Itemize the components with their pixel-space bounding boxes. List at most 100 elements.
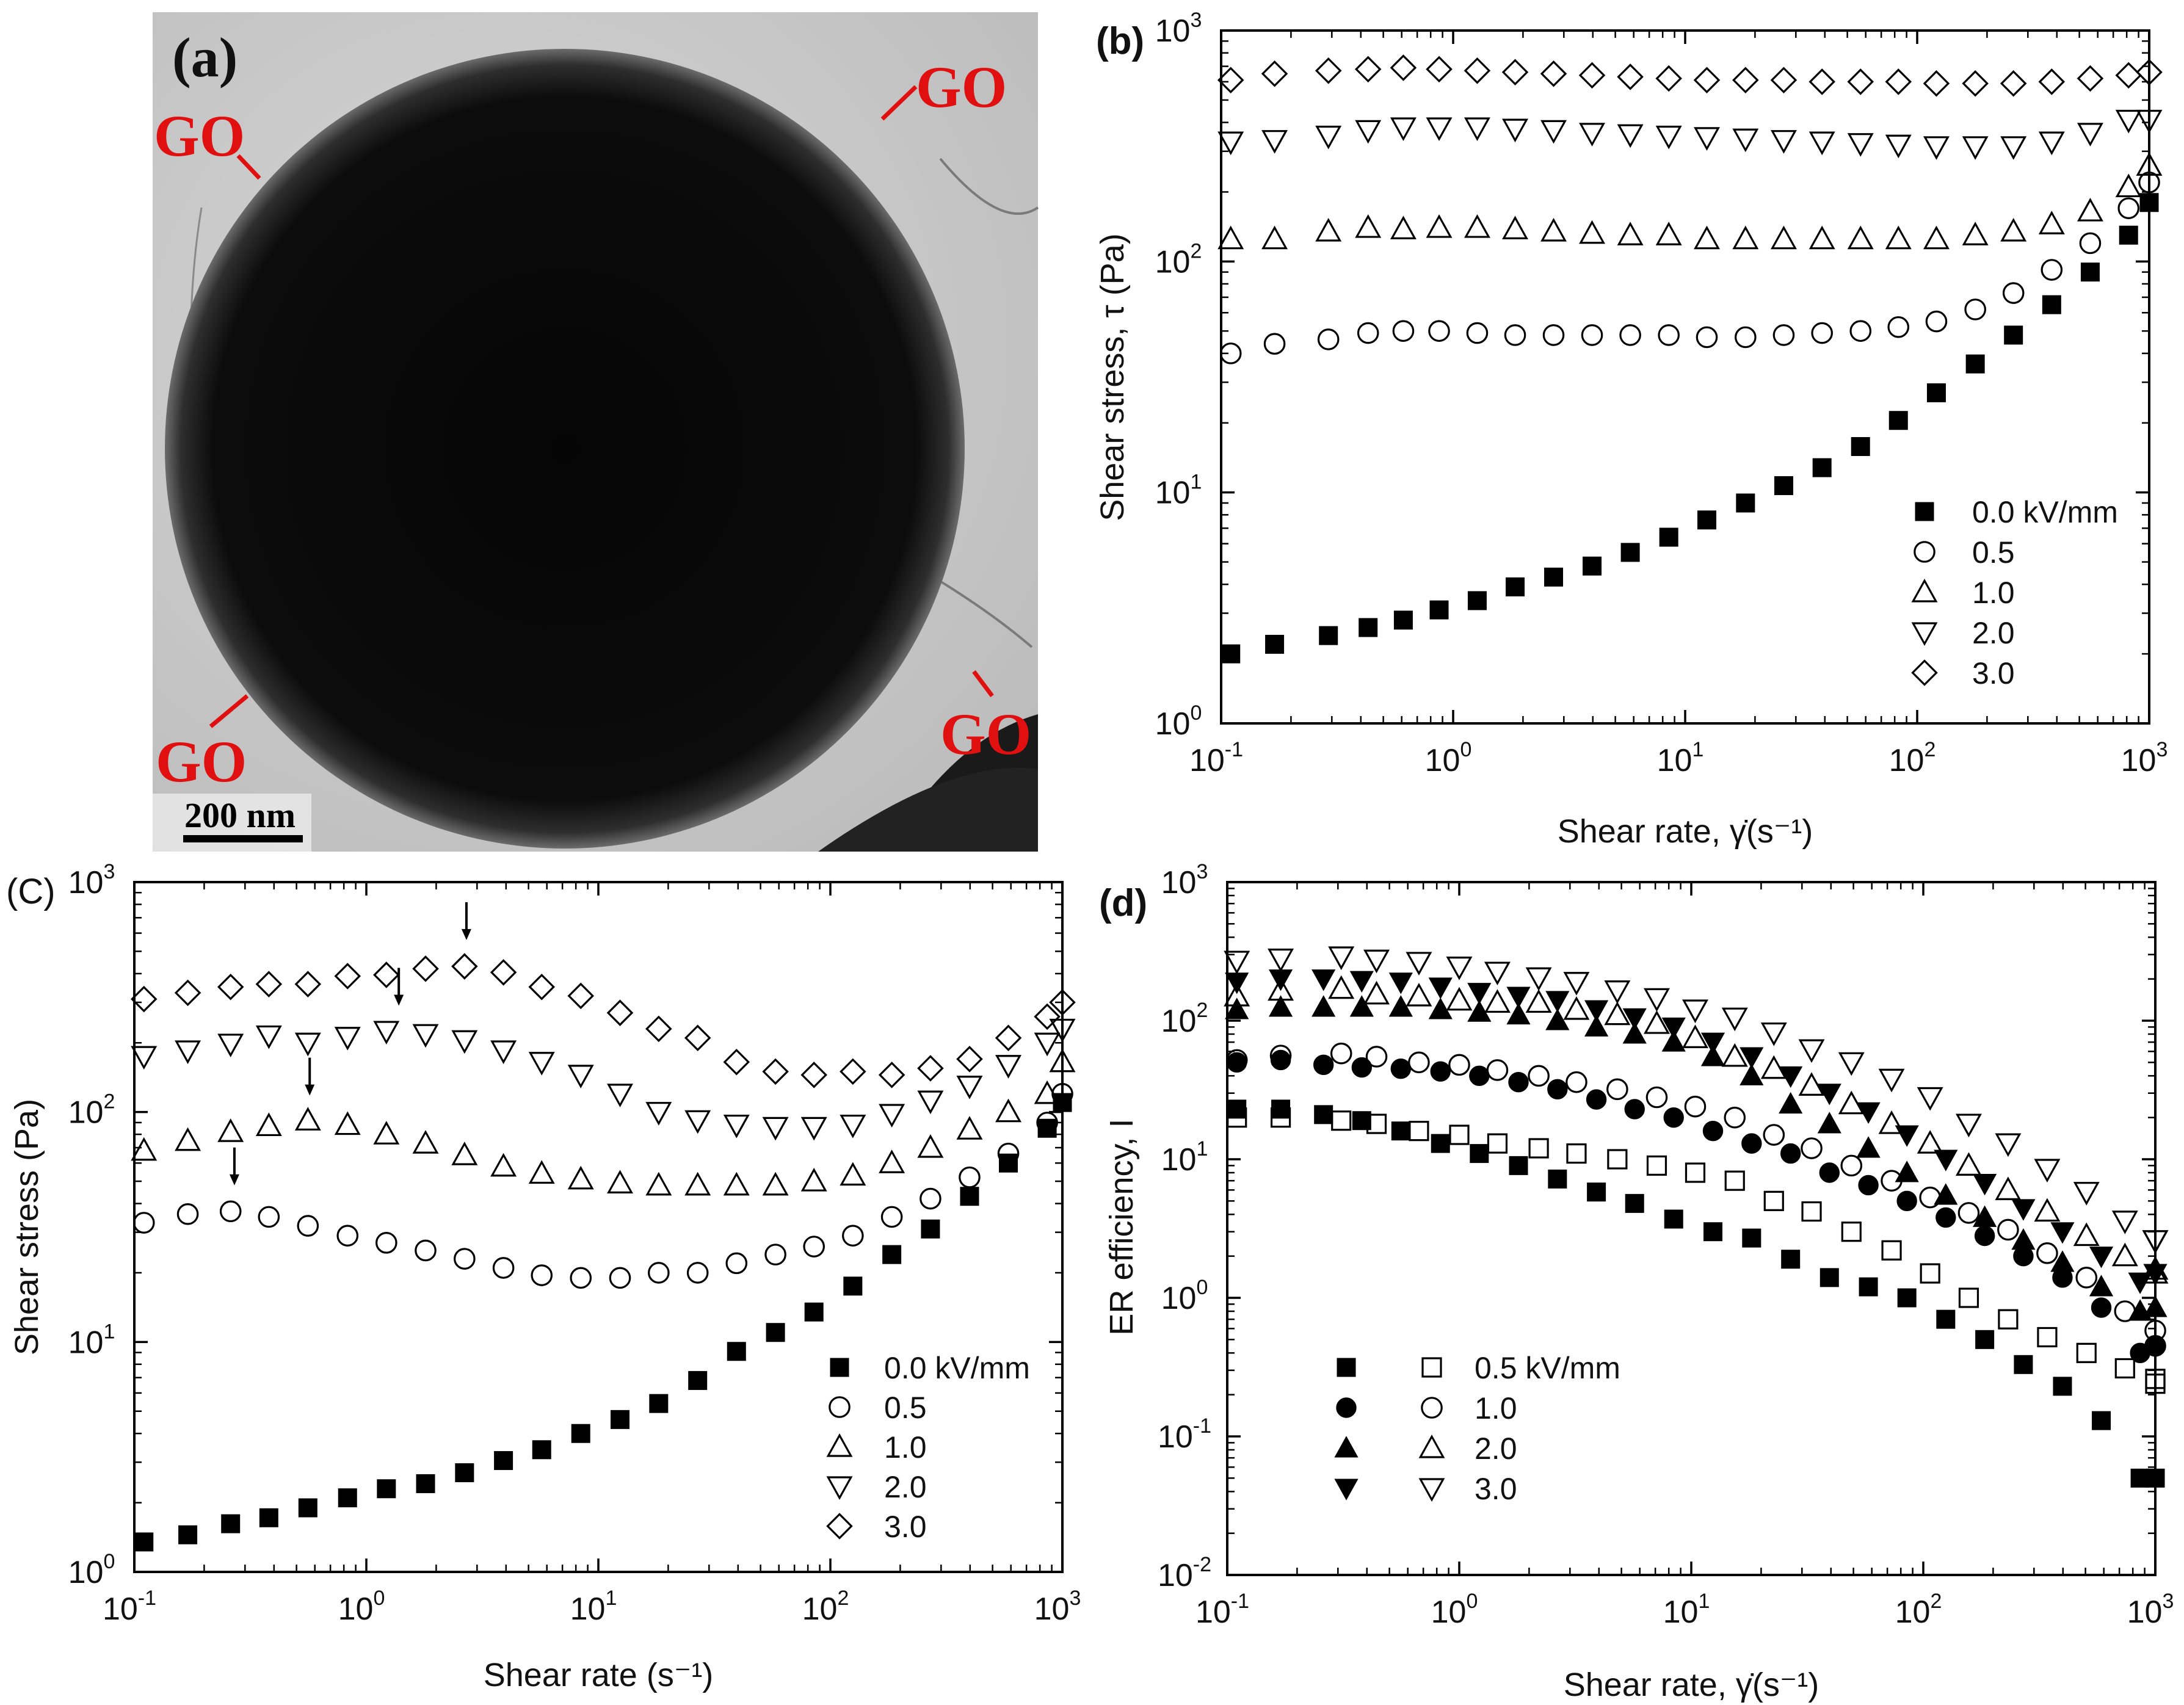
chart-d: (d) 10-1 100 101 102 10310-210-1100101102103…: [1099, 860, 2174, 1703]
b-legend-label-4: 3.0: [1972, 656, 2015, 690]
d-xtick-label: 10-1: [1195, 1590, 1249, 1630]
b-series-0-point: [1393, 610, 1413, 630]
b-series-4-point: [2038, 68, 2066, 95]
c-series-0-point: [416, 1474, 435, 1493]
c-legend-marker-4: [826, 1513, 853, 1540]
d-series-1-point: [1958, 1287, 1979, 1308]
c-series-4-point: [334, 963, 361, 990]
b-series-3-point: [1579, 123, 1606, 147]
panel-a-micrograph: (a) GO GO GO GO 200 nm: [153, 12, 1039, 852]
go-label-top-left: GO: [154, 103, 245, 168]
c-series-0-point: [727, 1342, 746, 1361]
c-series-0-point: [649, 1394, 669, 1413]
b-series-4-point: [1732, 67, 1759, 93]
d-series-2-point: [1469, 1065, 1490, 1087]
b-series-0-point: [1926, 383, 1946, 402]
d-series-5-point: [1721, 1043, 1748, 1067]
d-series-1-point: [2114, 1358, 2135, 1379]
c-series-1-point: [297, 1215, 319, 1237]
d-series-1-point: [1801, 1201, 1822, 1222]
b-series-1-point: [2041, 259, 2063, 281]
b-legend-label-3: 2.0: [1972, 616, 2015, 650]
c-series-4-point: [684, 1024, 711, 1052]
c-series-1-point: [492, 1257, 515, 1279]
b-legend-label-1: 0.5: [1972, 535, 2015, 570]
c-series-0-point: [960, 1187, 979, 1206]
d-series-3-point: [1330, 1042, 1352, 1065]
d-xtick-label: 103: [2127, 1590, 2174, 1630]
go-sheet-edge-1: [939, 157, 1039, 215]
d-series-2-point: [1624, 1099, 1645, 1120]
c-series-2-point: [1034, 1080, 1061, 1104]
c-series-2-point: [645, 1171, 672, 1196]
b-series-2-point: [1390, 215, 1417, 240]
b-legend-label-0: 0.0 kV/mm: [1972, 495, 2118, 529]
d-series-7-point: [1878, 1068, 1905, 1093]
c-series-1-point: [375, 1232, 397, 1254]
c-series-0-point: [921, 1219, 940, 1239]
b-series-0-point: [1583, 556, 1602, 576]
c-xtick-label: 102: [802, 1587, 849, 1627]
b-series-4-point: [1390, 54, 1417, 81]
b-series-2-point: [2115, 173, 2142, 198]
b-series-1-point: [1466, 322, 1489, 344]
d-series-7-point: [1406, 952, 1432, 976]
c-series-0-point: [843, 1276, 863, 1296]
d-series-5-point: [1798, 1072, 1825, 1096]
c-series-4-point: [451, 953, 478, 980]
chart-d-ylabel: ER efficiency, I: [1103, 1118, 1140, 1335]
b-series-0-point: [1812, 458, 1832, 477]
c-series-3-point: [334, 1027, 361, 1051]
b-series-3-point: [1464, 117, 1490, 142]
d-series-6-point: [1934, 1149, 1958, 1171]
d-series-2-point: [1780, 1143, 1801, 1164]
d-series-4-point: [1973, 1205, 1997, 1227]
chart-d-plot-frame: [1226, 881, 2157, 1576]
d-series-1-point: [1607, 1149, 1628, 1170]
b-series-3-point: [2038, 131, 2065, 156]
c-series-4-point: [567, 982, 594, 1010]
b-xtick-label: 100: [1425, 738, 1472, 778]
d-series-3-point: [2144, 1334, 2166, 1357]
d-ytick-label: 10-2: [1158, 1553, 1211, 1593]
b-series-1-point: [1696, 326, 1718, 349]
d-legend-label-0: 0.5 kV/mm: [1475, 1351, 1620, 1385]
d-series-2-point: [1313, 1054, 1334, 1076]
b-series-2-point: [1355, 214, 1382, 238]
d-series-4-point: [1700, 1044, 1725, 1066]
d-series-3-point: [1606, 1078, 1628, 1101]
d-series-2-point: [1430, 1061, 1451, 1082]
d-series-1-point: [1270, 1107, 1291, 1128]
b-series-2-point: [1809, 225, 1835, 250]
c-series-4-point: [1034, 1003, 1061, 1030]
c-legend-label-1: 0.5: [884, 1391, 927, 1425]
c-series-3-point: [723, 1114, 750, 1138]
b-series-1-point: [1219, 342, 1242, 364]
c-legend-marker-2: [826, 1433, 853, 1457]
b-series-0-point: [1888, 411, 1908, 430]
d-series-2-point: [2091, 1297, 2112, 1318]
d-series-3-point: [1801, 1137, 1823, 1159]
d-series-0-point: [1703, 1222, 1723, 1242]
d-series-3-point: [1408, 1051, 1430, 1074]
d-series-7-point: [1268, 948, 1294, 972]
d-series-2-point: [1351, 1057, 1373, 1078]
d-series-3-point: [1997, 1218, 2019, 1241]
b-series-1-point: [1392, 320, 1415, 342]
b-series-0-point: [1774, 476, 1793, 496]
c-series-3-point: [175, 1040, 201, 1065]
c-series-3-point: [412, 1024, 439, 1048]
d-series-0-point: [1742, 1228, 1761, 1248]
b-series-1-point: [1581, 324, 1603, 346]
d-series-4-point: [1856, 1136, 1881, 1158]
c-series-2-point: [879, 1149, 905, 1173]
c-series-2-point: [800, 1168, 827, 1192]
b-series-4-point: [1885, 68, 1912, 95]
b-series-0-point: [1467, 591, 1487, 610]
d-series-1-point: [1998, 1309, 2019, 1330]
d-series-4-point: [1467, 1000, 1492, 1022]
d-series-3-point: [1645, 1086, 1668, 1109]
d-series-1-point: [1724, 1170, 1745, 1191]
c-series-2-point: [723, 1171, 750, 1196]
d-series-6-point: [1584, 1000, 1609, 1022]
